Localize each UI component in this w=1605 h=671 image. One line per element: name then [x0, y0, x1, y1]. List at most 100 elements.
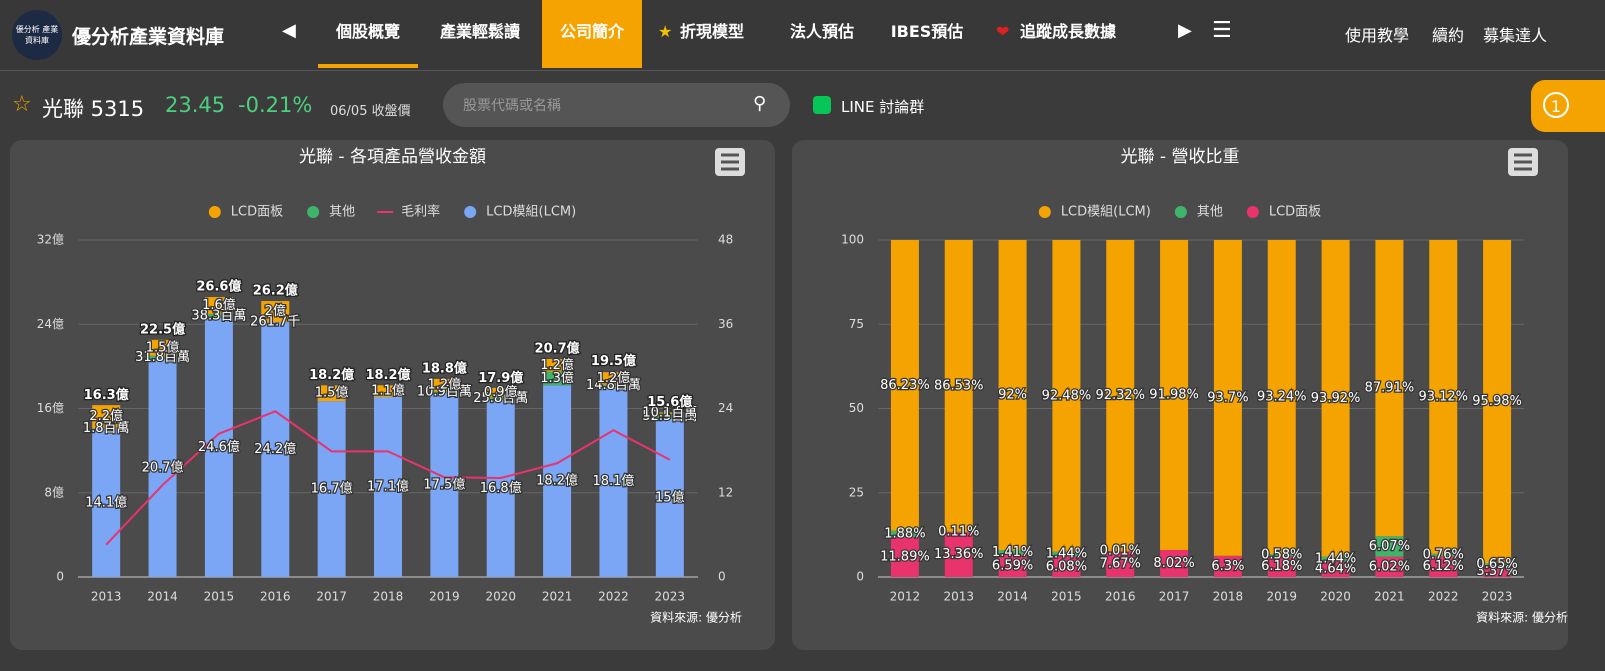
bar-segment [1321, 561, 1350, 577]
x-tick-label: 2019 [429, 590, 460, 604]
price: 23.45 [165, 93, 226, 117]
bar-segment [1375, 536, 1404, 557]
bar-segment [1375, 556, 1404, 577]
value-label: 20.7億 [142, 460, 184, 476]
value-label: 93.92% [1311, 391, 1361, 406]
nav-item[interactable]: 個股概覽 [318, 0, 418, 68]
value-label: 92.32% [1095, 388, 1145, 403]
nav-label: 追蹤成長數據 [1020, 22, 1117, 41]
nav-prev[interactable]: ◀ [282, 20, 296, 41]
value-label: 86.53% [934, 378, 984, 393]
menu-line [1514, 153, 1532, 157]
menu[interactable]: ☰ [1212, 18, 1232, 43]
y2-tick-label: 12 [718, 485, 733, 499]
x-tick-label: 2014 [147, 590, 178, 604]
chart: 光聯 - 營收比重 0 25 50 75 100 2012 2013 2014 2015 2016 2… [841, 147, 1568, 625]
bar-segment [1106, 240, 1135, 552]
value-label: 1.2億 [597, 370, 631, 386]
bar-segment [1160, 549, 1189, 577]
nav-item[interactable]: IBES預估 [872, 0, 982, 68]
x-tick-label: 2022 [598, 590, 629, 604]
legend-label: 毛利率 [401, 204, 440, 220]
legend-label: LCD模組(LCM) [486, 205, 576, 220]
panel: 光聯 - 營收比重 0 25 50 75 100 2012 2013 2014 2015 2016 2… [792, 140, 1568, 650]
value-label: 13.36% [934, 547, 984, 562]
value-label: 0.9億 [484, 384, 518, 400]
legend-label: LCD模組(LCM) [1061, 205, 1151, 220]
nav-item[interactable]: 產業輕鬆讀 [418, 0, 542, 68]
y-tick-label: 75 [849, 317, 864, 331]
bar-segment [92, 428, 121, 577]
value-label: 24.6億 [198, 439, 240, 455]
brand[interactable]: 優分析產業資料庫 [72, 26, 225, 48]
x-tick-label: 2019 [1266, 590, 1297, 604]
top-link[interactable]: 使用教學 [1345, 26, 1410, 45]
bar-segment [998, 550, 1027, 555]
bar-segment [655, 419, 684, 577]
legend-label: LCD面板 [1269, 205, 1321, 220]
search-placeholder: 股票代碼或名稱 [463, 98, 561, 114]
y-tick-label: 16億 [37, 401, 64, 415]
value-label: 93.12% [1418, 389, 1468, 404]
logo[interactable]: 優分析 產業資料庫 [12, 10, 62, 60]
bar-segment [599, 386, 628, 577]
top-link[interactable]: 募集達人 [1483, 26, 1548, 45]
value-label: 17.5億 [423, 476, 465, 492]
bar-segment [92, 405, 121, 429]
value-label: 92% [998, 388, 1027, 403]
bar-segment [890, 240, 919, 531]
bar-segment [599, 372, 628, 385]
value-label: 2億 [265, 303, 286, 319]
line-group[interactable]: LINE 討論群 [841, 98, 925, 116]
bar-segment [1429, 240, 1458, 554]
bar-segment [317, 401, 346, 577]
nav-item[interactable]: ❤ 追蹤成長數據 [982, 0, 1152, 68]
nav-item[interactable]: 公司簡介 [542, 0, 642, 68]
search-icon[interactable]: ⚲ [753, 93, 767, 114]
value-label: 95.98% [1472, 394, 1522, 409]
menu-line [721, 153, 739, 157]
x-tick-label: 2017 [1159, 590, 1190, 604]
value-label: 261.7千 [250, 315, 300, 330]
y-tick-label: 8億 [44, 485, 64, 499]
bar-segment [374, 385, 402, 397]
legend-symbol [307, 206, 320, 218]
star[interactable]: ☆ [12, 92, 32, 117]
bar-segment [1429, 553, 1458, 557]
total-label: 16.3億 [84, 387, 129, 403]
nav-next[interactable]: ▶ [1178, 20, 1192, 41]
value-label: 1.44% [1315, 551, 1356, 566]
stock-name: 光聯 5315 [42, 97, 145, 121]
bar-segment [430, 392, 459, 577]
value-label: 10.9百萬 [417, 385, 472, 400]
bar-segment [1267, 554, 1296, 557]
value-label: 0.65% [1476, 557, 1517, 572]
bar-segment [1267, 240, 1296, 555]
y-tick-label: 24億 [37, 317, 64, 331]
nav-item[interactable]: 法人預估 [772, 0, 872, 68]
y2-tick-label: 36 [718, 317, 733, 331]
x-tick-label: 2016 [260, 590, 291, 604]
badge-box[interactable]: 1 [1531, 80, 1605, 132]
bar-segment [944, 240, 973, 532]
search[interactable]: 股票代碼或名稱 ⚲ [443, 83, 790, 127]
bar-segment [430, 391, 459, 393]
menu-line [1514, 167, 1532, 171]
value-label: 1.2億 [540, 357, 574, 373]
y2-tick-label: 0 [718, 570, 726, 584]
nav-label: 個股概覽 [335, 22, 400, 41]
badge: 1 [1543, 92, 1569, 118]
nav-item[interactable]: ★ 折現模型 [642, 0, 772, 68]
y2-tick-label: 24 [718, 401, 733, 415]
value-label: 14.8百萬 [586, 378, 641, 393]
top-link[interactable]: 續約 [1432, 26, 1465, 45]
bar-segment [655, 412, 684, 414]
y-tick-label: 100 [841, 233, 864, 247]
bar-segment [261, 322, 290, 577]
legend-label: LCD面板 [231, 205, 283, 220]
nav-label: 產業輕鬆讀 [439, 22, 520, 41]
legend-label: 其他 [329, 205, 355, 220]
value-label: 7.67% [1100, 557, 1141, 572]
bar-segment [543, 359, 572, 372]
value-label: 1.6億 [202, 297, 236, 313]
